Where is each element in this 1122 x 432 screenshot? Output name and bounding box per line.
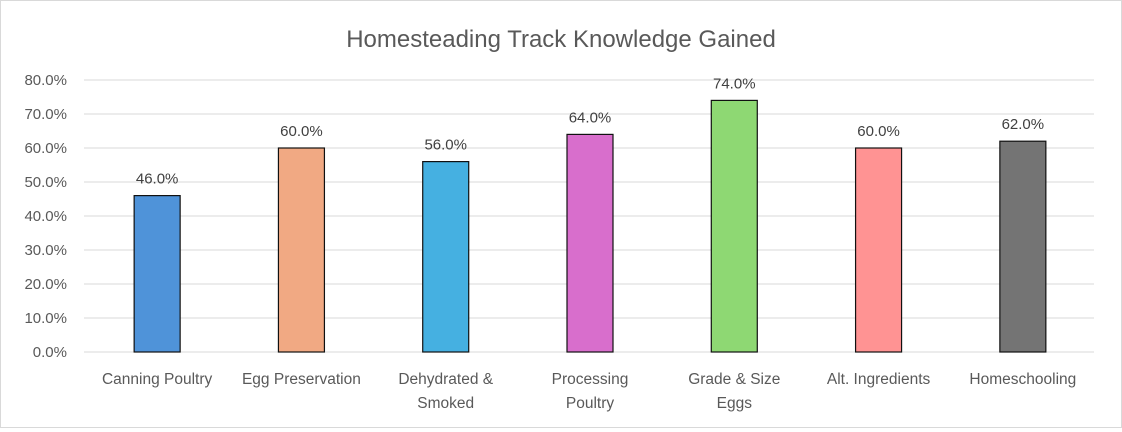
x-tick-label: Dehydrated & [398, 371, 493, 388]
data-label: 60.0% [280, 123, 323, 140]
bar [133, 195, 181, 353]
x-tick-label: Canning Poultry [102, 371, 213, 388]
x-tick-label: Eggs [717, 395, 753, 412]
y-tick-label: 40.0% [24, 208, 67, 225]
y-tick-label: 60.0% [24, 140, 67, 157]
data-label: 56.0% [424, 137, 467, 154]
x-tick-label: Processing [552, 371, 629, 388]
bar [566, 133, 614, 353]
bar [999, 140, 1047, 353]
data-label: 60.0% [857, 123, 900, 140]
y-tick-label: 10.0% [24, 310, 67, 327]
y-tick-label: 20.0% [24, 276, 67, 293]
bar [422, 161, 470, 353]
bar [710, 99, 758, 353]
y-tick-label: 80.0% [24, 72, 67, 89]
data-label: 46.0% [136, 171, 179, 188]
data-label: 74.0% [713, 75, 756, 92]
x-tick-label: Poultry [566, 395, 614, 412]
bar [854, 147, 903, 353]
x-tick-label: Alt. Ingredients [827, 371, 931, 388]
y-tick-label: 0.0% [33, 344, 67, 361]
y-tick-label: 70.0% [24, 106, 67, 123]
data-label: 64.0% [569, 109, 612, 126]
y-tick-label: 50.0% [24, 174, 67, 191]
x-tick-label: Smoked [417, 395, 474, 412]
y-tick-label: 30.0% [24, 242, 67, 259]
x-tick-label: Grade & Size [688, 371, 780, 388]
data-label: 62.0% [1002, 116, 1045, 133]
x-tick-label: Homeschooling [969, 371, 1076, 388]
bar [277, 147, 326, 353]
x-tick-label: Egg Preservation [242, 371, 361, 388]
chart-title: Homesteading Track Knowledge Gained [346, 26, 776, 53]
